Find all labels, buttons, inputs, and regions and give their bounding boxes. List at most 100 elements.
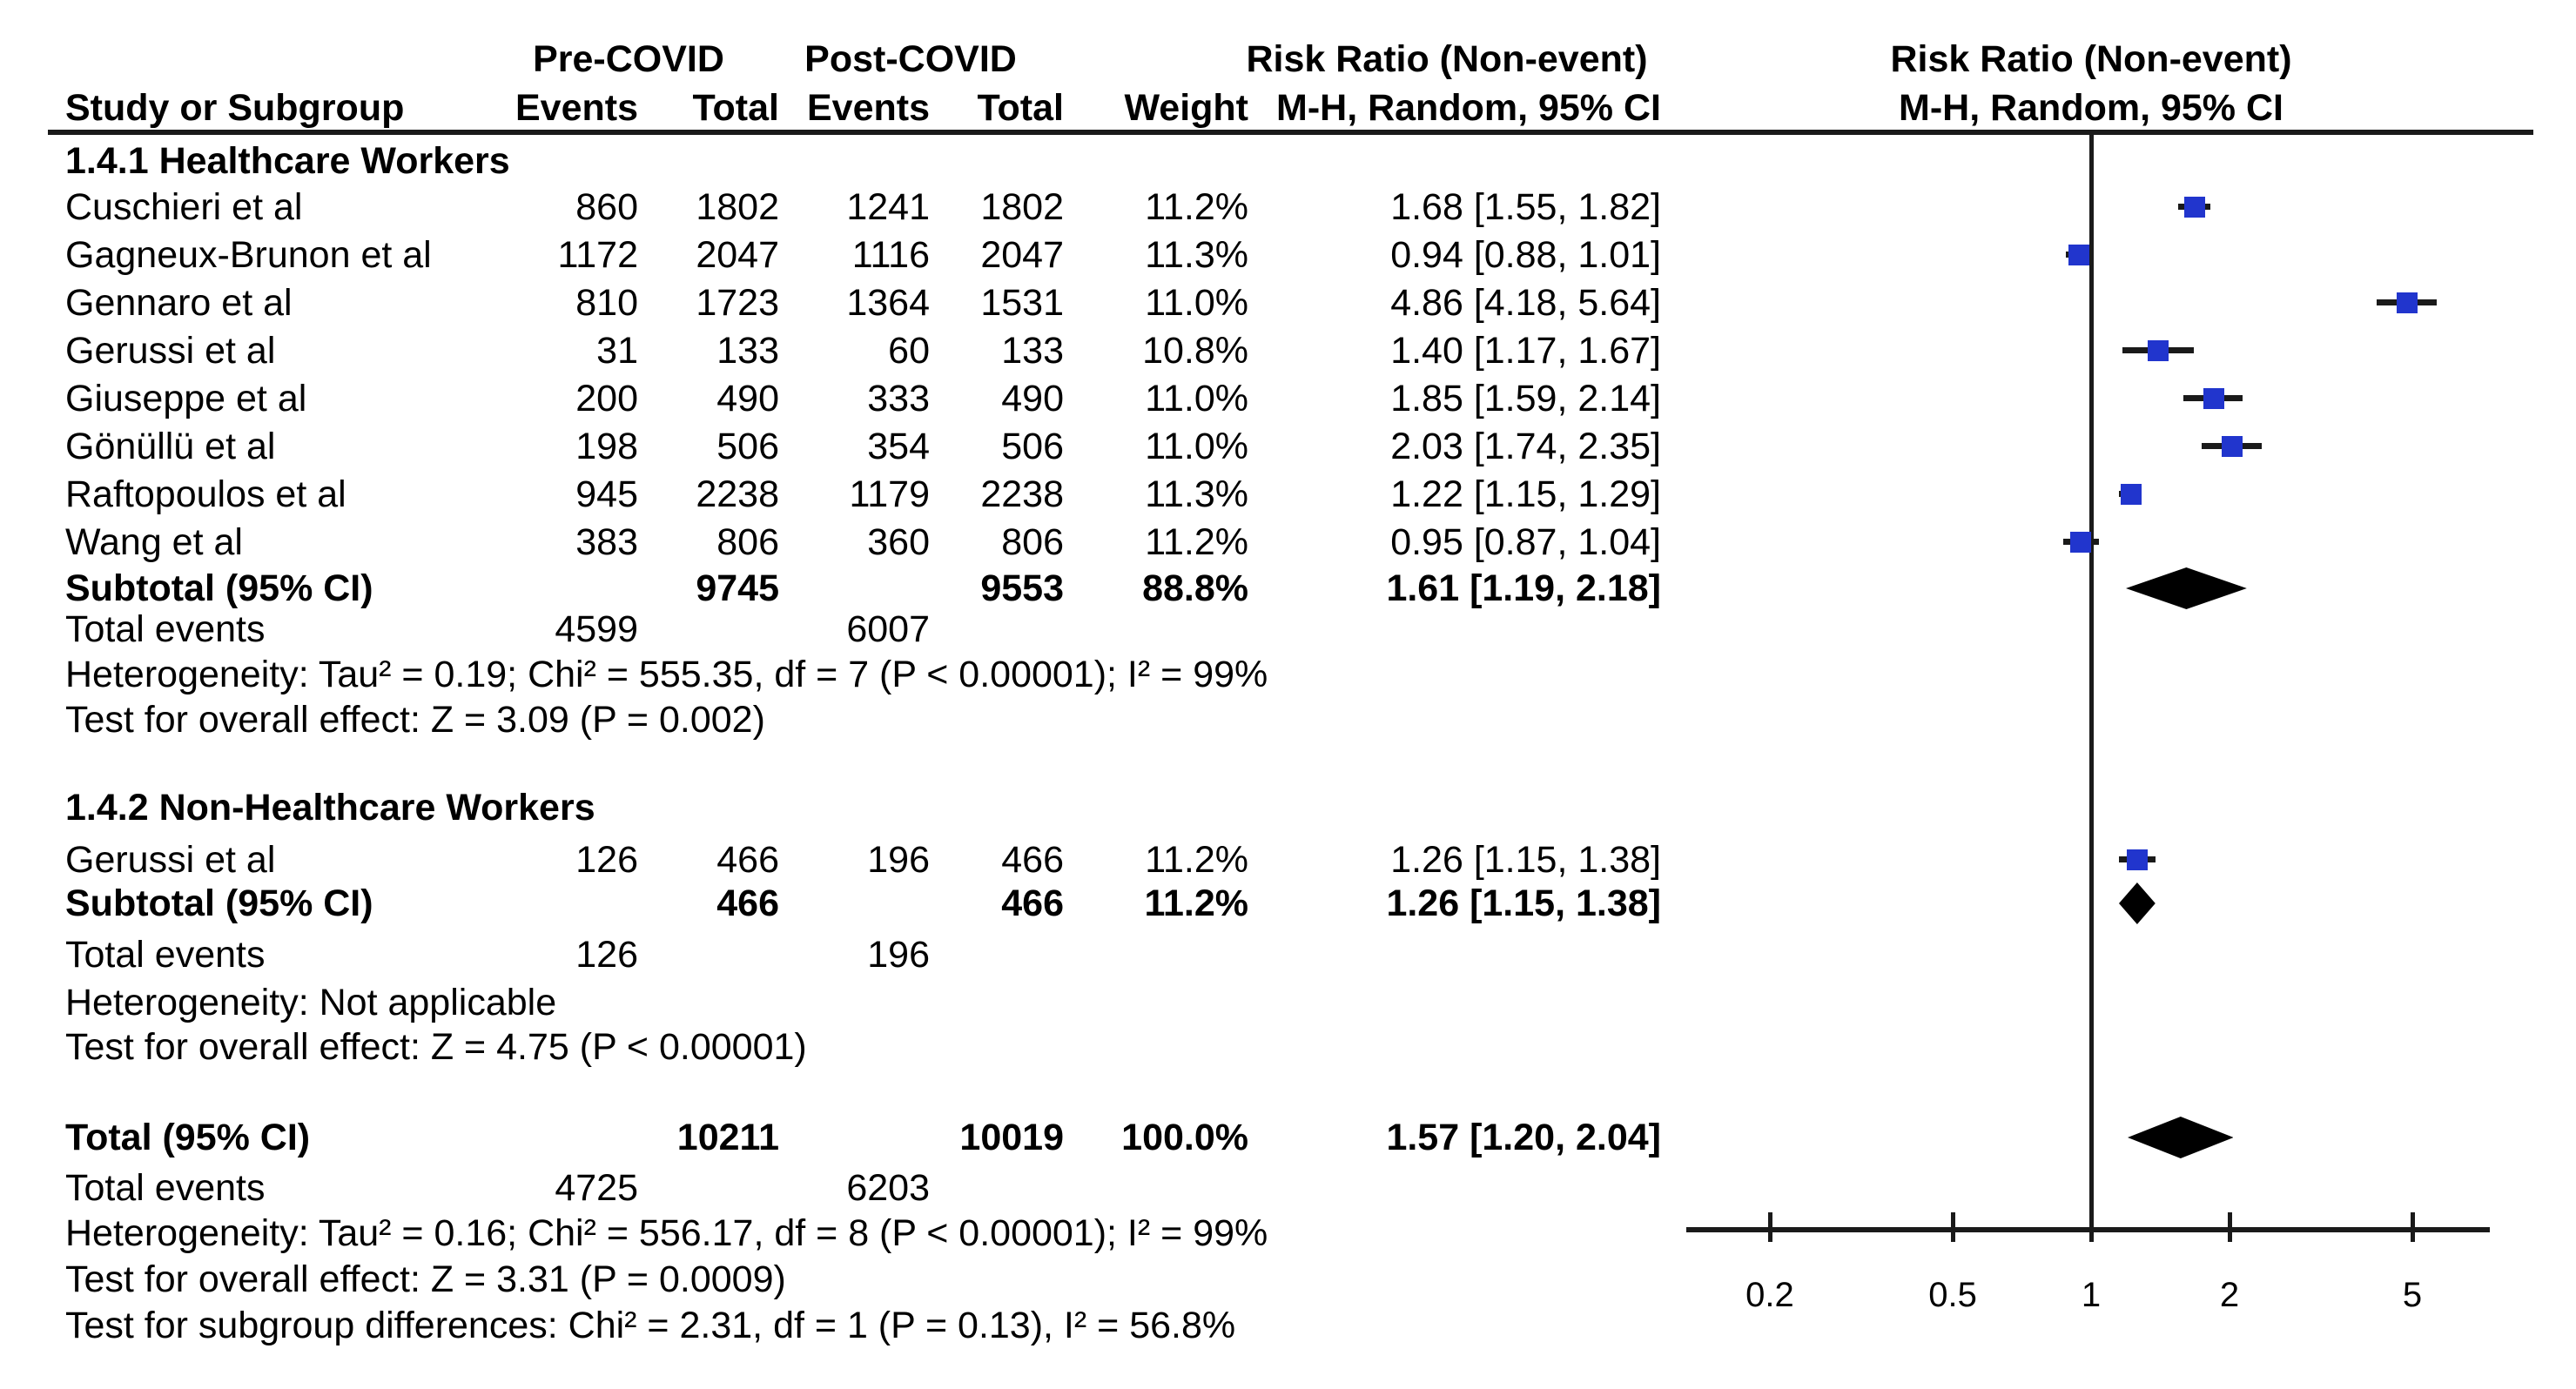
pre-covid-header: Pre-COVID — [533, 38, 724, 80]
risk-ratio-ci-value: 1.26 [1.15, 1.38] — [1386, 882, 1661, 924]
post-total-value: 2047 — [980, 234, 1064, 276]
summary-diamond — [2125, 567, 2247, 609]
effect-square — [2148, 340, 2169, 361]
study-name: Gerussi et al — [65, 839, 276, 881]
weight-value: 11.2% — [1145, 839, 1248, 881]
axis-tick — [2411, 1212, 2416, 1242]
axis-tick-label: 0.5 — [1928, 1276, 1977, 1314]
risk-ratio-ci-value: 0.94 [0.88, 1.01] — [1390, 234, 1661, 276]
axis-tick — [1767, 1212, 1772, 1242]
weight-value: 100.0% — [1121, 1117, 1248, 1158]
effect-square — [2070, 532, 2092, 553]
study-name: Subtotal (95% CI) — [65, 882, 373, 924]
overall-effect-line: Test for overall effect: Z = 3.09 (P = 0… — [65, 699, 765, 741]
total-events-pre: 4725 — [555, 1167, 638, 1209]
axis-tick-label: 5 — [2402, 1276, 2423, 1314]
effect-square — [2120, 484, 2142, 505]
pre-total-value: 466 — [716, 882, 779, 924]
post-events-value: 333 — [867, 378, 930, 419]
axis-tick — [2227, 1212, 2232, 1242]
weight-value: 11.0% — [1145, 282, 1248, 324]
post-total-value: 2238 — [980, 473, 1064, 515]
subgroup-title: 1.4.2 Non-Healthcare Workers — [65, 787, 595, 829]
header-rule — [48, 130, 2533, 135]
total-events-label: Total events — [65, 608, 266, 650]
pre-events-value: 200 — [575, 378, 638, 419]
total-events-pre: 4599 — [555, 608, 638, 650]
subgroup-title: 1.4.1 Healthcare Workers — [65, 140, 510, 182]
risk-ratio-ci-value: 1.40 [1.17, 1.67] — [1390, 330, 1661, 372]
heterogeneity-line: Heterogeneity: Not applicable — [65, 982, 557, 1023]
pre-total-value: 1723 — [696, 282, 779, 324]
study-name: Raftopoulos et al — [65, 473, 346, 515]
weight-header: Weight — [1124, 87, 1248, 129]
pre-total-value: 9745 — [696, 567, 779, 609]
risk-ratio-ci-value: 0.95 [0.87, 1.04] — [1390, 521, 1661, 563]
pre-events-value: 126 — [575, 839, 638, 881]
effect-square — [2126, 849, 2148, 870]
mh-random-header-left: M-H, Random, 95% CI — [1276, 87, 1661, 129]
weight-value: 11.0% — [1145, 378, 1248, 419]
pre-events-value: 810 — [575, 282, 638, 324]
study-name: Gerussi et al — [65, 330, 276, 372]
pre-events-value: 31 — [596, 330, 638, 372]
post-total-value: 466 — [1001, 839, 1064, 881]
risk-ratio-ci-value: 1.26 [1.15, 1.38] — [1390, 839, 1661, 881]
post-events-header: Events — [806, 87, 930, 129]
post-total-header: Total — [977, 87, 1064, 129]
post-total-value: 133 — [1001, 330, 1064, 372]
post-events-value: 1179 — [849, 473, 930, 515]
post-total-value: 806 — [1001, 521, 1064, 563]
post-events-value: 1116 — [851, 234, 930, 276]
post-total-value: 466 — [1001, 882, 1064, 924]
study-name: Giuseppe et al — [65, 378, 307, 419]
total-events-label: Total events — [65, 1167, 266, 1209]
post-events-value: 360 — [867, 521, 930, 563]
post-events-value: 1364 — [846, 282, 930, 324]
pre-total-value: 10211 — [676, 1117, 779, 1158]
overall-effect-line: Test for overall effect: Z = 3.31 (P = 0… — [65, 1258, 786, 1300]
study-name: Total (95% CI) — [65, 1117, 311, 1158]
post-events-value: 196 — [867, 839, 930, 881]
pre-total-value: 1802 — [696, 186, 779, 228]
total-events-label: Total events — [65, 934, 266, 976]
axis-line — [1686, 1227, 2490, 1232]
total-events-post: 196 — [867, 934, 930, 976]
summary-diamond — [2119, 882, 2156, 924]
study-name: Gennaro et al — [65, 282, 293, 324]
pre-total-value: 806 — [716, 521, 779, 563]
axis-tick — [1951, 1212, 1956, 1242]
post-events-value: 60 — [888, 330, 930, 372]
summary-diamond — [2127, 1117, 2234, 1158]
post-total-value: 506 — [1001, 426, 1064, 467]
risk-ratio-ci-value: 1.85 [1.59, 2.14] — [1390, 378, 1661, 419]
risk-ratio-ci-value: 1.68 [1.55, 1.82] — [1390, 186, 1661, 228]
pre-events-value: 945 — [575, 473, 638, 515]
pre-events-value: 1172 — [557, 234, 638, 276]
pre-total-value: 466 — [716, 839, 779, 881]
risk-ratio-header-right: Risk Ratio (Non-event) — [1890, 38, 2292, 80]
weight-value: 11.2% — [1144, 882, 1248, 924]
post-total-value: 10019 — [959, 1117, 1064, 1158]
study-name: Gönüllü et al — [65, 426, 276, 467]
risk-ratio-ci-value: 1.57 [1.20, 2.04] — [1386, 1117, 1661, 1158]
risk-ratio-header-left: Risk Ratio (Non-event) — [1246, 38, 1648, 80]
pre-total-value: 2238 — [696, 473, 779, 515]
total-events-post: 6203 — [846, 1167, 930, 1209]
effect-square — [2068, 245, 2089, 265]
subgroup-differences-line: Test for subgroup differences: Chi² = 2.… — [65, 1305, 1236, 1346]
pre-total-value: 133 — [716, 330, 779, 372]
weight-value: 11.3% — [1145, 234, 1248, 276]
axis-tick-label: 2 — [2219, 1276, 2240, 1314]
post-events-value: 1241 — [846, 186, 930, 228]
post-total-value: 1802 — [980, 186, 1064, 228]
pre-total-header: Total — [692, 87, 779, 129]
total-events-pre: 126 — [575, 934, 638, 976]
total-events-post: 6007 — [846, 608, 930, 650]
heterogeneity-line: Heterogeneity: Tau² = 0.19; Chi² = 555.3… — [65, 654, 1268, 695]
study-name: Gagneux-Brunon et al — [65, 234, 432, 276]
axis-tick-label: 1 — [2081, 1276, 2102, 1314]
pre-events-value: 383 — [575, 521, 638, 563]
post-total-value: 1531 — [980, 282, 1064, 324]
